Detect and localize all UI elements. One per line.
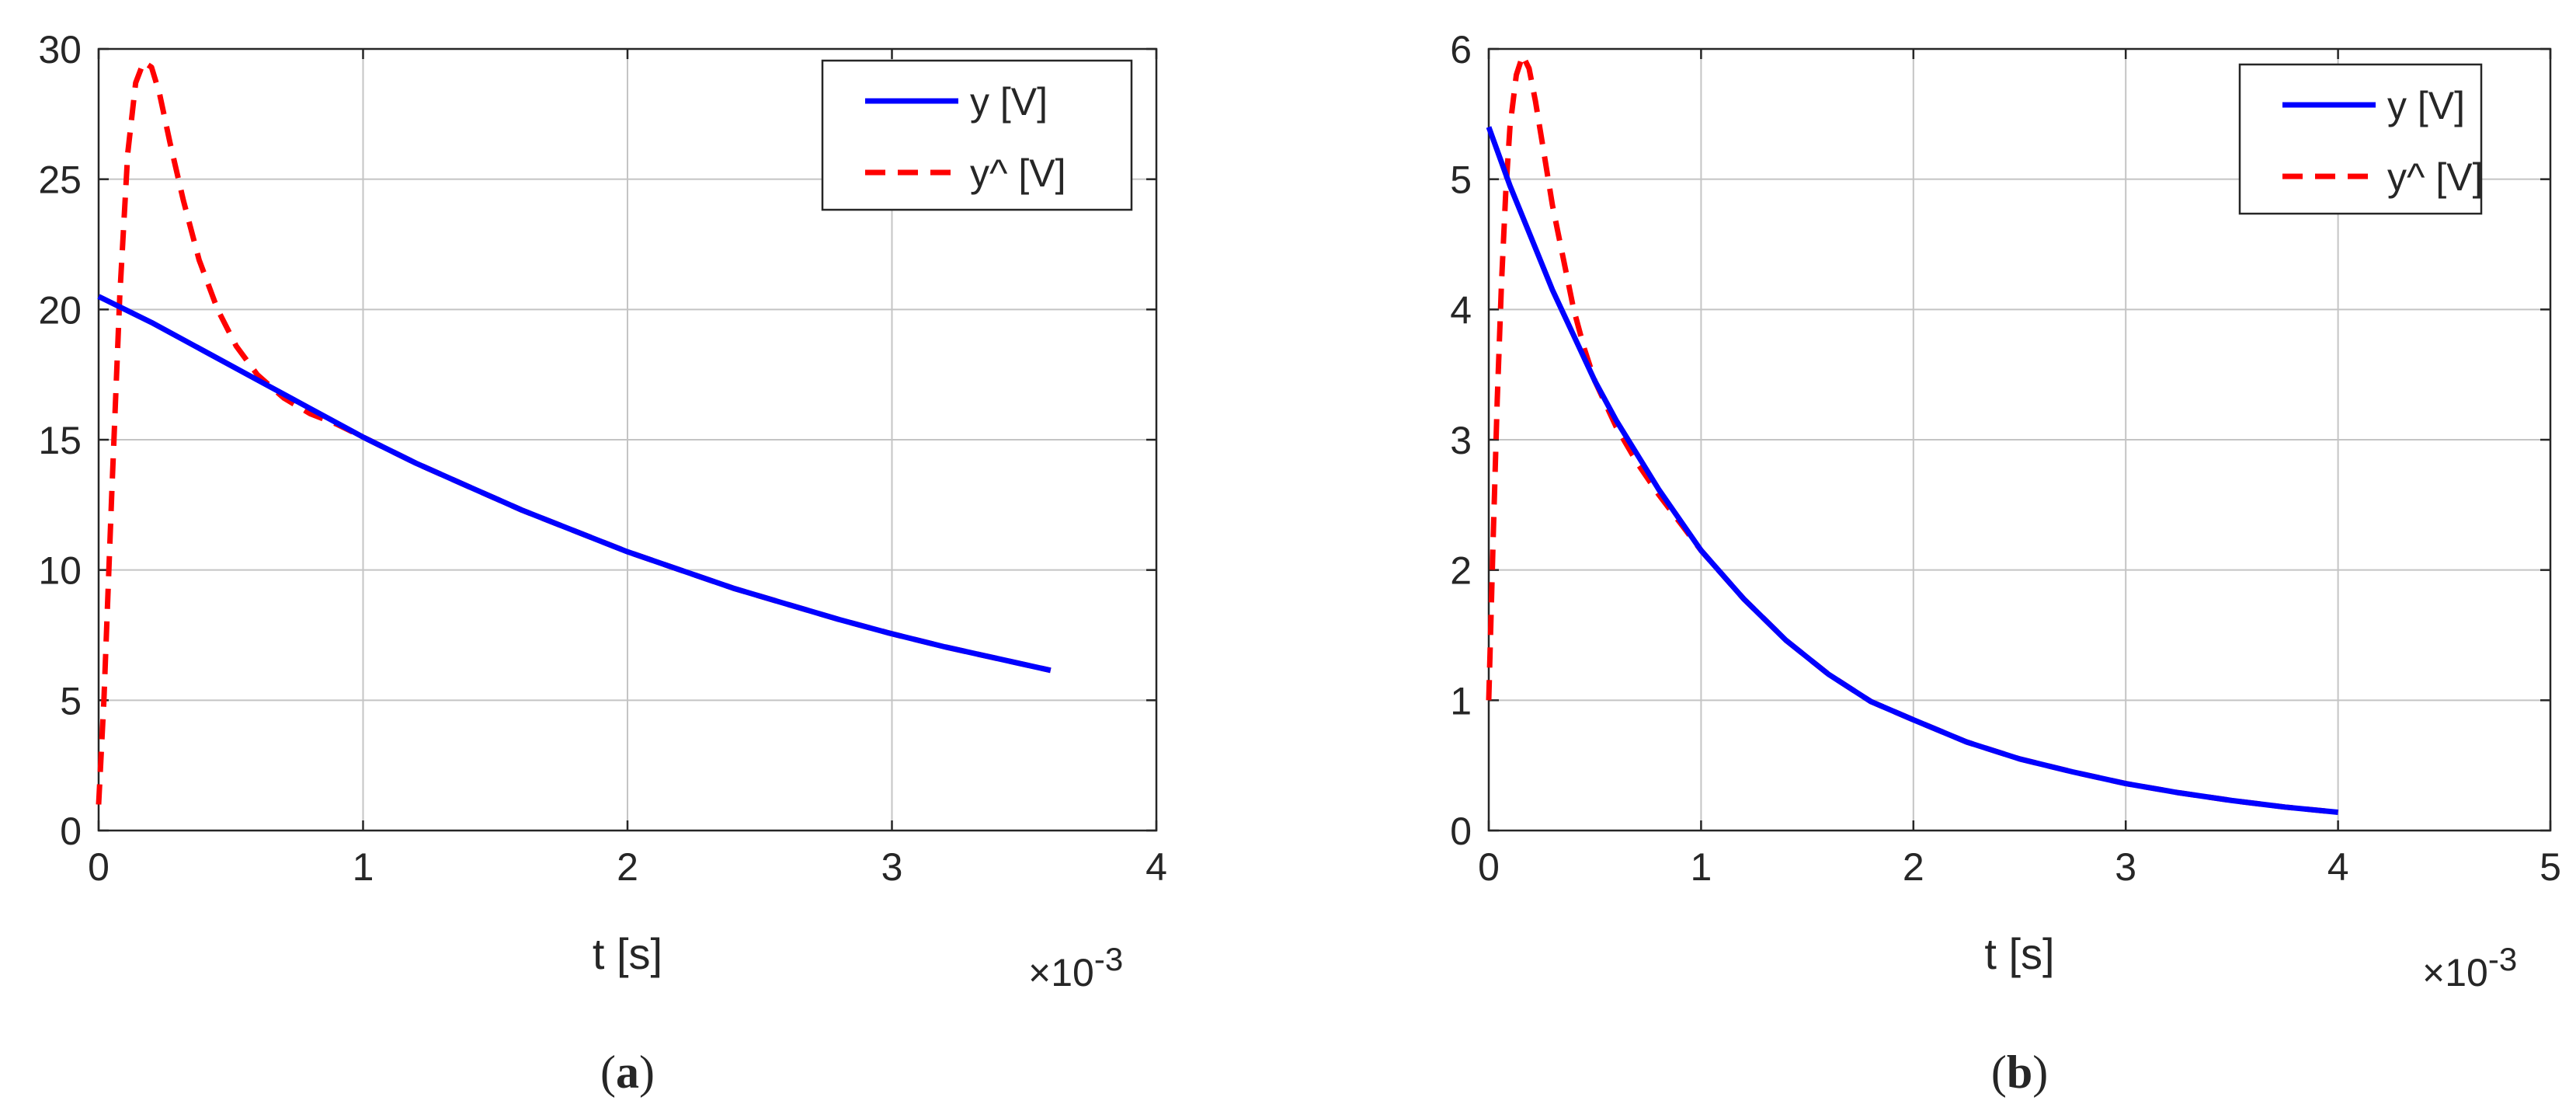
series-line-y <box>97 294 1052 674</box>
panel-caption: (a) <box>600 1047 655 1098</box>
y-tick-label: 3 <box>1450 419 1472 462</box>
x-tick-label: 0 <box>1478 845 1500 889</box>
x-axis-multiplier: ×10-3 <box>1028 941 1123 994</box>
x-tick-label: 1 <box>1690 845 1712 889</box>
series-line-y-hat <box>96 59 1052 805</box>
y-tick-label: 5 <box>60 679 82 723</box>
x-axis-multiplier: ×10-3 <box>2422 941 2517 994</box>
y-tick-label: 4 <box>1450 288 1472 332</box>
y-tick-label: 30 <box>38 28 82 71</box>
y-tick-label: 1 <box>1450 679 1472 723</box>
y-tick-label: 25 <box>38 158 82 202</box>
legend-box <box>2238 63 2483 215</box>
x-axis-multiplier-exponent: -3 <box>2488 941 2517 977</box>
y-tick-label: 15 <box>38 419 82 462</box>
x-tick-label: 3 <box>2115 845 2136 889</box>
caption-letter: a <box>616 1047 639 1098</box>
y-tick-label: 2 <box>1450 549 1472 593</box>
caption-open-paren: ( <box>600 1047 616 1098</box>
x-tick-label: 3 <box>881 845 903 889</box>
legend-label-y: y [V] <box>2387 84 2465 127</box>
x-axis-multiplier-exponent: -3 <box>1094 941 1123 977</box>
x-tick-label: 0 <box>88 845 110 889</box>
x-tick-label: 2 <box>1903 845 1924 889</box>
legend-box <box>821 59 1133 211</box>
x-tick-label: 4 <box>1145 845 1167 889</box>
legend-label-y-hat: y^ [V] <box>2387 155 2484 199</box>
chart-panel-a: 0 1 2 3 4 0 5 10 15 20 25 30 t [s] ×10-3 y [V] y^ [V] (a… <box>38 28 1167 1098</box>
x-axis-multiplier-base: ×10 <box>1028 951 1094 994</box>
y-tick-label: 6 <box>1450 28 1472 71</box>
x-axis-label: t [s] <box>1984 929 2054 978</box>
x-tick-label: 2 <box>617 845 638 889</box>
x-tick-label: 1 <box>353 845 374 889</box>
series-line-y <box>1486 126 2338 815</box>
legend-label-y: y [V] <box>970 80 1048 124</box>
panel-caption: (b) <box>1991 1047 2048 1098</box>
x-tick-label: 5 <box>2539 845 2561 889</box>
x-axis-multiplier-base: ×10 <box>2422 951 2488 994</box>
y-tick-label: 10 <box>38 549 82 593</box>
x-tick-label: 4 <box>2327 845 2349 889</box>
y-tick-label: 5 <box>1450 158 1472 202</box>
caption-letter: b <box>2007 1047 2032 1098</box>
caption-close-paren: ) <box>2032 1047 2048 1098</box>
y-tick-label: 0 <box>60 810 82 853</box>
x-axis-label: t [s] <box>593 929 662 978</box>
chart-panel-b: 0 1 2 3 4 5 0 1 2 3 4 5 6 t [s] ×10-3 y [V] y^ [V] (b) <box>1450 28 2561 1098</box>
caption-close-paren: ) <box>639 1047 655 1098</box>
legend-label-y-hat: y^ [V] <box>970 151 1066 195</box>
y-tick-label: 0 <box>1450 810 1472 853</box>
y-tick-label: 20 <box>38 288 82 332</box>
caption-open-paren: ( <box>1991 1047 2007 1098</box>
